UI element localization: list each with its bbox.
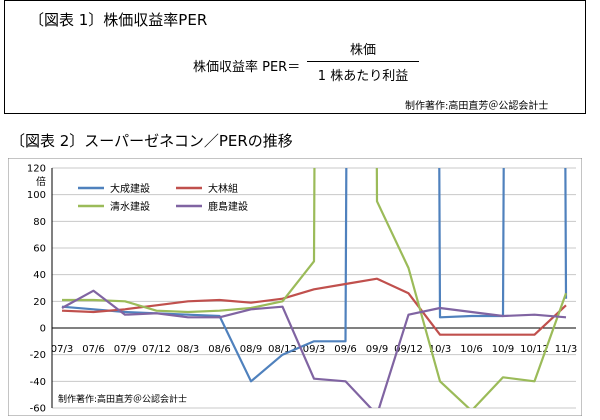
formula-lhs: 株価収益率 PER＝ [193,60,301,75]
y-tick-label: -60 [30,404,46,415]
legend-label: 大成建設 [110,182,150,195]
figure1-box: 〔図表 1〕株価収益率PER 株価収益率 PER＝ 株価 1 株あたり利益 制作… [4,0,586,114]
figure1-credit: 制作著作:高田直芳＠公認会計士 [405,101,549,112]
x-tick-label: 08/9 [240,344,262,355]
chart-credit: 制作著作:高田直芳＠公認会計士 [58,393,187,405]
formula-fraction-bar [307,61,419,62]
y-axis-unit-label: 倍 [36,175,46,188]
y-axis-ticks: -60 -40 -20 0 20 40 60 80 100 120 [27,164,46,415]
x-tick-label: 09/9 [366,344,388,355]
legend-label: 清水建設 [110,200,150,213]
legend-label: 鹿島建設 [208,200,248,213]
x-tick-label: 09/6 [334,344,356,355]
y-tick-label: 40 [33,270,46,281]
y-tick-label: 100 [27,190,46,201]
y-tick-label: -40 [30,377,46,388]
figure1-title: 〔図表 1〕株価収益率PER [29,11,208,29]
x-tick-label: 09/3 [303,344,325,355]
x-tick-label: 09/12 [394,344,423,355]
y-tick-label: 0 [40,324,46,335]
legend-label: 大林組 [208,182,238,195]
y-tick-label: 120 [27,164,46,175]
x-tick-label: 10/9 [492,344,514,355]
y-tick-label: -20 [30,350,46,361]
y-tick-label: 80 [33,217,46,228]
x-tick-label: 07/3 [51,344,73,355]
x-tick-label: 11/3 [555,344,577,355]
x-axis-ticks: 07/3 07/6 07/9 07/12 08/3 08/6 08/9 08/12 09/3 09… [51,344,577,355]
x-tick-label: 07/12 [142,344,171,355]
figure2-title: 〔図表 2〕スーパーゼネコン／PERの推移 [10,132,293,150]
y-tick-label: 60 [33,244,46,255]
x-tick-label: 08/12 [268,344,297,355]
x-tick-label: 07/9 [114,344,136,355]
x-tick-label: 10/12 [520,344,549,355]
x-tick-label: 08/6 [208,344,230,355]
x-tick-label: 10/6 [460,344,482,355]
series-line [61,289,567,408]
series-lines [61,168,568,408]
x-tick-label: 08/3 [177,344,199,355]
x-tick-label: 10/3 [429,344,451,355]
x-tick-label: 07/6 [82,344,104,355]
formula-denominator: 1 株あたり利益 [317,69,409,84]
series-line [62,168,568,408]
formula-numerator: 株価 [349,43,376,58]
y-tick-label: 20 [33,297,46,308]
